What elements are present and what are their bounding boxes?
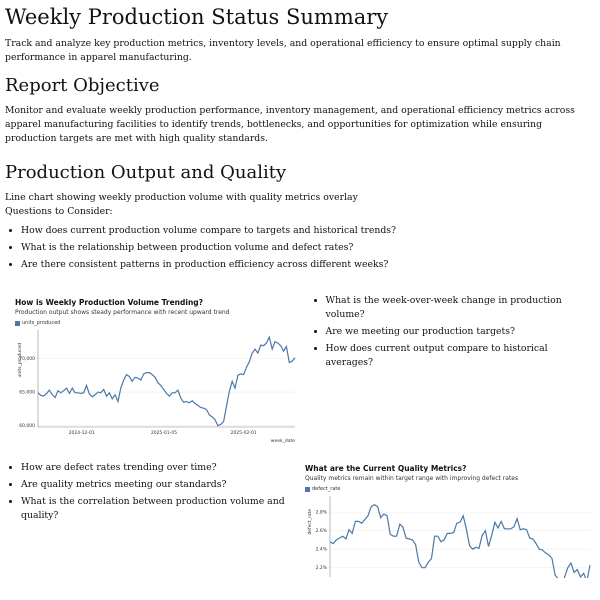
legend-label: units_produced — [22, 320, 61, 326]
section-desc: Line chart showing weekly production vol… — [5, 192, 358, 203]
list-item: What is the relationship between product… — [21, 241, 595, 255]
list-item: How are defect rates trending over time? — [21, 461, 295, 475]
y-tick-label: 2.8% — [316, 510, 328, 516]
list-item: Are there consistent patterns in product… — [21, 258, 595, 272]
chart-legend: units_produced — [15, 320, 306, 327]
x-tick-label: 2025-02-01 — [231, 430, 257, 436]
chart-subtitle: Production output shows steady performan… — [15, 309, 230, 316]
x-tick-label: 2024-12-01 — [69, 430, 95, 436]
list-item: What is the week-over-week change in pro… — [326, 294, 595, 322]
list-item: How does current production volume compa… — [21, 224, 595, 238]
production-chart: How is Weekly Production Volume Trending… — [5, 298, 306, 445]
y-tick-label: 2.4% — [316, 547, 328, 553]
y-tick-label: 2.2% — [316, 565, 328, 571]
quality-chart: What are the Current Quality Metrics? Qu… — [305, 464, 595, 578]
legend-swatch — [305, 487, 310, 492]
page-title: Weekly Production Status Summary — [5, 5, 389, 29]
side-questions-2: How are defect rates trending over time?… — [5, 461, 295, 573]
data-line — [37, 335, 296, 427]
chart-title: What are the Current Quality Metrics? — [305, 464, 467, 473]
y-tick-label: 60,000 — [19, 423, 35, 429]
quality-line-chart: 2.2% 2.4% 2.6% 2.8%defect_rate — [307, 496, 591, 578]
side-questions-1: What is the week-over-week change in pro… — [306, 294, 595, 440]
y-tick-label: 2.6% — [316, 528, 328, 534]
section-heading: Production Output and Quality — [5, 162, 287, 183]
questions-label: Questions to Consider: — [5, 206, 113, 217]
list-item: How does current output compare to histo… — [326, 342, 595, 370]
x-tick-label: 2025-01-05 — [151, 430, 177, 436]
intro-text: Track and analyze key production metrics… — [5, 38, 561, 63]
list-item: Are quality metrics meeting our standard… — [21, 478, 295, 492]
objective-heading: Report Objective — [5, 75, 160, 96]
list-item: What is the correlation between producti… — [21, 495, 295, 523]
chart-title: How is Weekly Production Volume Trending… — [15, 298, 203, 307]
chart-subtitle: Quality metrics remain within target ran… — [305, 475, 519, 482]
objective-text: Monitor and evaluate weekly production p… — [5, 105, 575, 144]
list-item: Are we meeting our production targets? — [326, 325, 595, 339]
x-axis-label: week_date — [271, 438, 295, 444]
questions-list: How does current production volume compa… — [5, 224, 595, 272]
chart-legend: defect_rate — [305, 486, 595, 493]
y-tick-label: 70,000 — [19, 356, 35, 362]
legend-swatch — [15, 321, 20, 326]
legend-label: defect_rate — [312, 486, 341, 492]
data-line — [329, 504, 591, 578]
y-tick-label: 65,000 — [19, 390, 35, 396]
y-axis-label: units_produced — [17, 343, 23, 378]
y-axis-label: defect_rate — [307, 509, 313, 535]
